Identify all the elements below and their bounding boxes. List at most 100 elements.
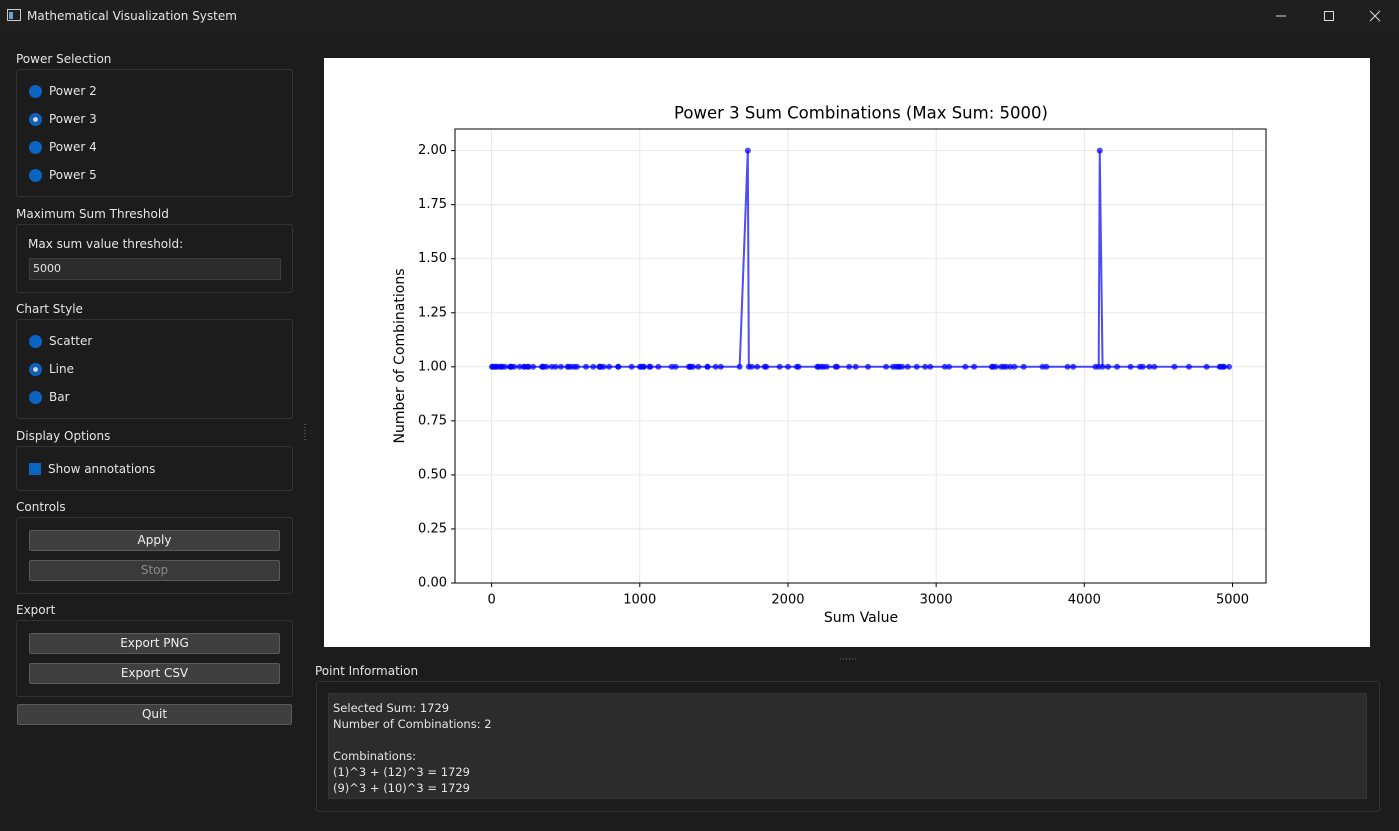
data-point[interactable]: [852, 363, 859, 370]
data-point[interactable]: [992, 363, 999, 370]
data-point[interactable]: [1043, 363, 1050, 370]
radio-option[interactable]: Power 3: [29, 111, 97, 127]
data-point[interactable]: [628, 363, 635, 370]
data-point[interactable]: [1151, 363, 1158, 370]
window-controls[interactable]: [1270, 8, 1390, 24]
radio-label: Power 2: [49, 84, 97, 98]
data-point[interactable]: [946, 363, 953, 370]
data-point[interactable]: [606, 363, 613, 370]
export-csv-button[interactable]: Export CSV: [29, 663, 280, 684]
splitter-handle[interactable]: [303, 424, 307, 442]
data-point[interactable]: [695, 363, 702, 370]
data-point[interactable]: [704, 363, 711, 370]
export-group: Export PNG Export CSV: [16, 620, 293, 697]
data-point[interactable]: [543, 363, 550, 370]
data-point[interactable]: [502, 363, 509, 370]
threshold-input[interactable]: 5000: [29, 258, 281, 280]
radio-button[interactable]: [29, 168, 42, 182]
data-point[interactable]: [795, 363, 802, 370]
annotations-checkbox[interactable]: Show annotations: [29, 461, 155, 477]
section-heading: Controls: [16, 500, 66, 514]
radio-button[interactable]: [29, 140, 42, 154]
data-point[interactable]: [941, 363, 948, 370]
data-point[interactable]: [904, 363, 911, 370]
radio-button[interactable]: [29, 362, 42, 376]
data-point[interactable]: [784, 363, 791, 370]
quit-button[interactable]: Quit: [17, 704, 292, 725]
data-point[interactable]: [1226, 363, 1233, 370]
data-point[interactable]: [525, 363, 532, 370]
data-point[interactable]: [1007, 363, 1014, 370]
data-point[interactable]: [689, 363, 696, 370]
radio-option[interactable]: Power 4: [29, 139, 97, 155]
radio-button[interactable]: [29, 334, 42, 348]
data-point[interactable]: [615, 363, 622, 370]
data-point[interactable]: [883, 363, 890, 370]
data-point[interactable]: [1171, 363, 1178, 370]
data-point[interactable]: [913, 363, 920, 370]
data-point[interactable]: [647, 363, 654, 370]
radio-option[interactable]: Power 2: [29, 83, 97, 99]
export-png-button[interactable]: Export PNG: [29, 633, 280, 654]
radio-label: Power 3: [49, 112, 97, 126]
radio-option[interactable]: Bar: [29, 389, 70, 405]
data-point[interactable]: [1011, 363, 1018, 370]
data-point[interactable]: [744, 147, 751, 154]
data-point[interactable]: [922, 363, 929, 370]
data-point[interactable]: [962, 363, 969, 370]
x-tick-label: 1000: [623, 593, 656, 608]
data-point[interactable]: [530, 363, 537, 370]
data-point[interactable]: [573, 363, 580, 370]
data-point[interactable]: [1203, 363, 1210, 370]
data-point[interactable]: [1105, 363, 1112, 370]
data-point[interactable]: [846, 363, 853, 370]
data-point[interactable]: [590, 363, 597, 370]
data-point[interactable]: [1064, 363, 1071, 370]
radio-button[interactable]: [29, 84, 42, 98]
radio-button[interactable]: [29, 390, 42, 404]
data-point[interactable]: [776, 363, 783, 370]
checkbox-box[interactable]: [29, 463, 41, 475]
data-point[interactable]: [754, 363, 761, 370]
data-point[interactable]: [1220, 363, 1227, 370]
power-group: Power 2 Power 3 Power 4 Power 5: [16, 69, 293, 197]
data-point[interactable]: [1127, 363, 1134, 370]
data-point[interactable]: [1020, 363, 1027, 370]
section-heading: Maximum Sum Threshold: [16, 207, 169, 221]
data-point[interactable]: [712, 363, 719, 370]
splitter-handle[interactable]: [840, 657, 858, 661]
data-point[interactable]: [557, 363, 564, 370]
data-point[interactable]: [834, 363, 841, 370]
data-point[interactable]: [899, 363, 906, 370]
data-point[interactable]: [717, 363, 724, 370]
data-point[interactable]: [1146, 363, 1153, 370]
data-point[interactable]: [1139, 363, 1146, 370]
data-point[interactable]: [516, 363, 523, 370]
radio-option[interactable]: Line: [29, 361, 74, 377]
data-point[interactable]: [763, 363, 770, 370]
data-point[interactable]: [736, 363, 743, 370]
data-point[interactable]: [864, 363, 871, 370]
section-heading: Export: [16, 603, 56, 617]
data-point[interactable]: [600, 363, 607, 370]
data-point[interactable]: [823, 363, 830, 370]
data-point[interactable]: [1096, 147, 1103, 154]
data-point[interactable]: [1185, 363, 1192, 370]
data-point[interactable]: [655, 363, 662, 370]
data-point[interactable]: [511, 363, 518, 370]
data-point[interactable]: [552, 363, 559, 370]
data-point[interactable]: [582, 363, 589, 370]
apply-button[interactable]: Apply: [29, 530, 280, 551]
window-title: Mathematical Visualization System: [27, 9, 237, 23]
data-point[interactable]: [1070, 363, 1077, 370]
data-point[interactable]: [971, 363, 978, 370]
data-point[interactable]: [927, 363, 934, 370]
radio-option[interactable]: Scatter: [29, 333, 92, 349]
radio-option[interactable]: Power 5: [29, 167, 97, 183]
radio-button[interactable]: [29, 112, 42, 126]
data-point[interactable]: [1099, 363, 1106, 370]
data-point[interactable]: [640, 363, 647, 370]
data-point[interactable]: [748, 363, 755, 370]
data-point[interactable]: [672, 363, 679, 370]
data-point[interactable]: [1114, 363, 1121, 370]
